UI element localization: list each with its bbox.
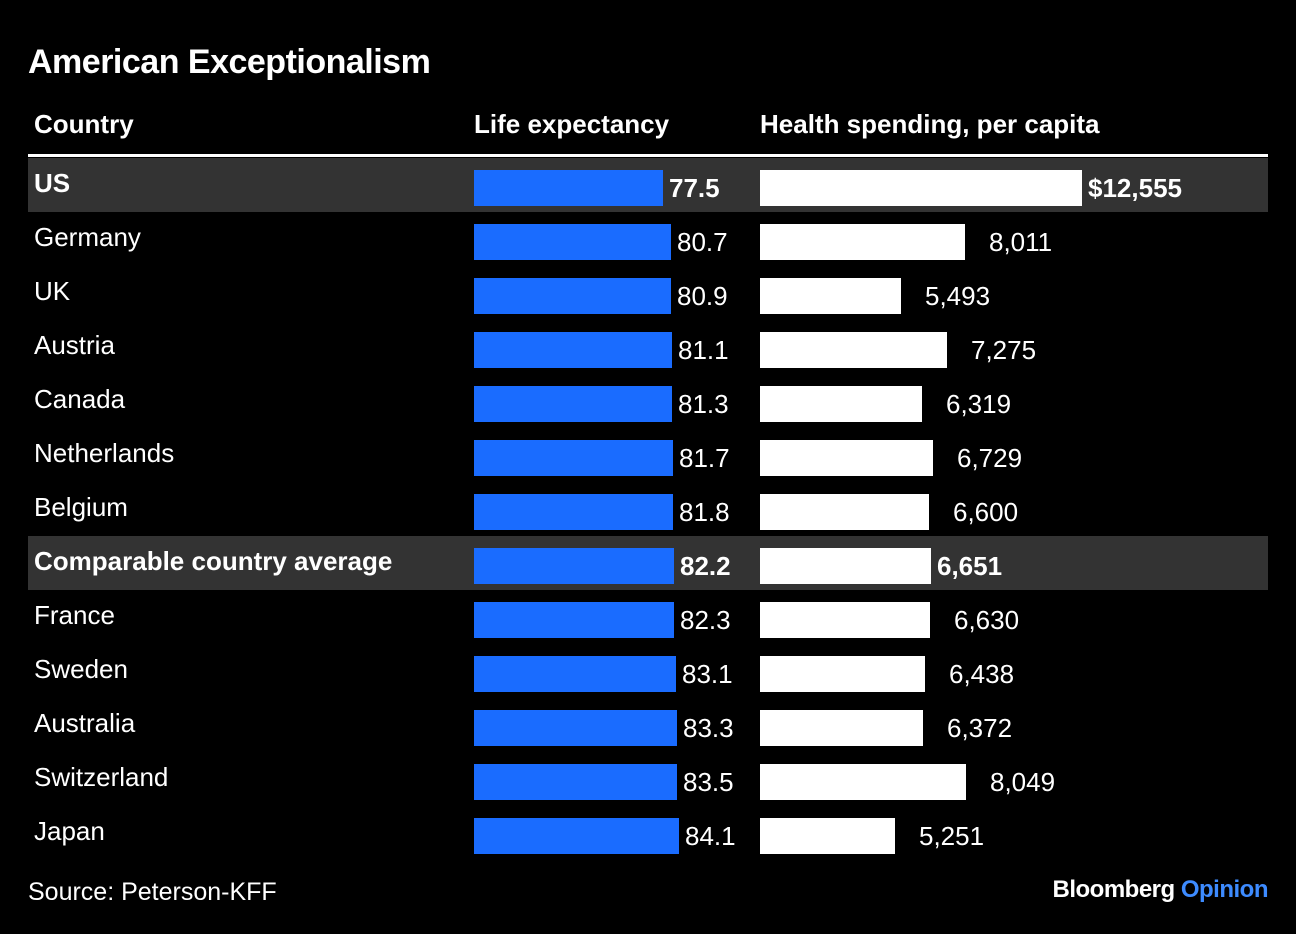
table-row: Belgium 81.8 6,600 — [28, 482, 1268, 536]
health-spending-bar — [760, 548, 931, 584]
health-spending-bar — [760, 764, 966, 800]
country-label: Germany — [34, 222, 141, 252]
life-expectancy-value: 81.1 — [678, 335, 729, 365]
life-expectancy-value: 82.2 — [680, 551, 731, 581]
health-spending-bar — [760, 656, 925, 692]
health-spending-value: $12,555 — [1088, 173, 1182, 203]
health-spending-value: 8,011 — [989, 227, 1053, 257]
health-spending-bar — [760, 602, 930, 638]
source-note: Source: Peterson-KFF — [28, 878, 277, 906]
health-spending-value: 8,049 — [990, 767, 1056, 797]
brand-name: Bloomberg — [1052, 876, 1176, 903]
country-label: Switzerland — [34, 762, 169, 792]
health-spending-value: 6,729 — [957, 443, 1023, 473]
life-expectancy-value: 81.3 — [678, 389, 729, 419]
country-label: US — [34, 168, 71, 198]
health-spending-bar — [760, 710, 923, 746]
brand-logo: Bloomberg Opinion — [1053, 874, 1269, 906]
health-spending-value: 5,251 — [919, 821, 985, 851]
country-label: France — [34, 600, 115, 630]
life-expectancy-bar — [474, 818, 679, 854]
health-spending-value: 7,275 — [971, 335, 1037, 365]
life-expectancy-bar — [474, 548, 674, 584]
header-life-expectancy: Life expectancy — [474, 109, 670, 139]
health-spending-bar — [760, 386, 922, 422]
health-spending-value: 5,493 — [925, 281, 991, 311]
life-expectancy-value: 83.1 — [682, 659, 733, 689]
brand-section: Opinion — [1180, 876, 1269, 903]
country-label: Australia — [34, 708, 136, 738]
table-row: Australia 83.3 6,372 — [28, 698, 1268, 752]
life-expectancy-value: 81.8 — [679, 497, 730, 527]
country-label: Belgium — [34, 492, 128, 522]
table-row: US 77.5 $12,555 — [28, 158, 1268, 212]
life-expectancy-bar — [474, 710, 677, 746]
health-spending-value: 6,319 — [946, 389, 1012, 419]
table-row: Germany 80.7 8,011 — [28, 212, 1268, 266]
table-row: UK 80.9 5,493 — [28, 266, 1268, 320]
header-divider — [28, 154, 1268, 157]
country-label: Netherlands — [34, 438, 175, 468]
health-spending-bar — [760, 440, 933, 476]
life-expectancy-bar — [474, 278, 671, 314]
health-spending-bar — [760, 818, 895, 854]
life-expectancy-bar — [474, 602, 674, 638]
life-expectancy-value: 83.3 — [683, 713, 734, 743]
table-row: France 82.3 6,630 — [28, 590, 1268, 644]
life-expectancy-bar — [474, 332, 672, 368]
country-label: Japan — [34, 816, 105, 846]
life-expectancy-value: 80.7 — [677, 227, 728, 257]
health-spending-value: 6,630 — [954, 605, 1020, 635]
chart-title: American Exceptionalism — [28, 43, 431, 81]
life-expectancy-bar — [474, 224, 671, 260]
header-country: Country — [34, 109, 134, 139]
health-spending-bar — [760, 332, 947, 368]
life-expectancy-bar — [474, 764, 677, 800]
health-spending-value: 6,651 — [937, 551, 1003, 581]
table-row: Canada 81.3 6,319 — [28, 374, 1268, 428]
life-expectancy-bar — [474, 170, 663, 206]
table-row: Sweden 83.1 6,438 — [28, 644, 1268, 698]
table-row: Switzerland 83.5 8,049 — [28, 752, 1268, 806]
life-expectancy-bar — [474, 656, 676, 692]
life-expectancy-value: 82.3 — [680, 605, 731, 635]
table-row: Comparable country average 82.2 6,651 — [28, 536, 1268, 590]
table-row: Japan 84.1 5,251 — [28, 806, 1268, 860]
life-expectancy-value: 81.7 — [679, 443, 730, 473]
country-label: Sweden — [34, 654, 128, 684]
country-label: Comparable country average — [34, 546, 393, 576]
health-spending-value: 6,372 — [947, 713, 1013, 743]
life-expectancy-bar — [474, 386, 672, 422]
country-label: UK — [34, 276, 71, 306]
table-row: Austria 81.1 7,275 — [28, 320, 1268, 374]
health-spending-bar — [760, 278, 901, 314]
life-expectancy-bar — [474, 440, 673, 476]
health-spending-bar — [760, 494, 929, 530]
health-spending-value: 6,600 — [953, 497, 1019, 527]
country-label: Canada — [34, 384, 126, 414]
life-expectancy-bar — [474, 494, 673, 530]
country-label: Austria — [34, 330, 115, 360]
life-expectancy-value: 84.1 — [685, 821, 736, 851]
health-spending-value: 6,438 — [949, 659, 1015, 689]
life-expectancy-value: 77.5 — [669, 173, 720, 203]
health-spending-bar — [760, 170, 1082, 206]
health-spending-bar — [760, 224, 965, 260]
header-health-spending: Health spending, per capita — [760, 109, 1100, 139]
table-row: Netherlands 81.7 6,729 — [28, 428, 1268, 482]
life-expectancy-value: 83.5 — [683, 767, 734, 797]
life-expectancy-value: 80.9 — [677, 281, 728, 311]
